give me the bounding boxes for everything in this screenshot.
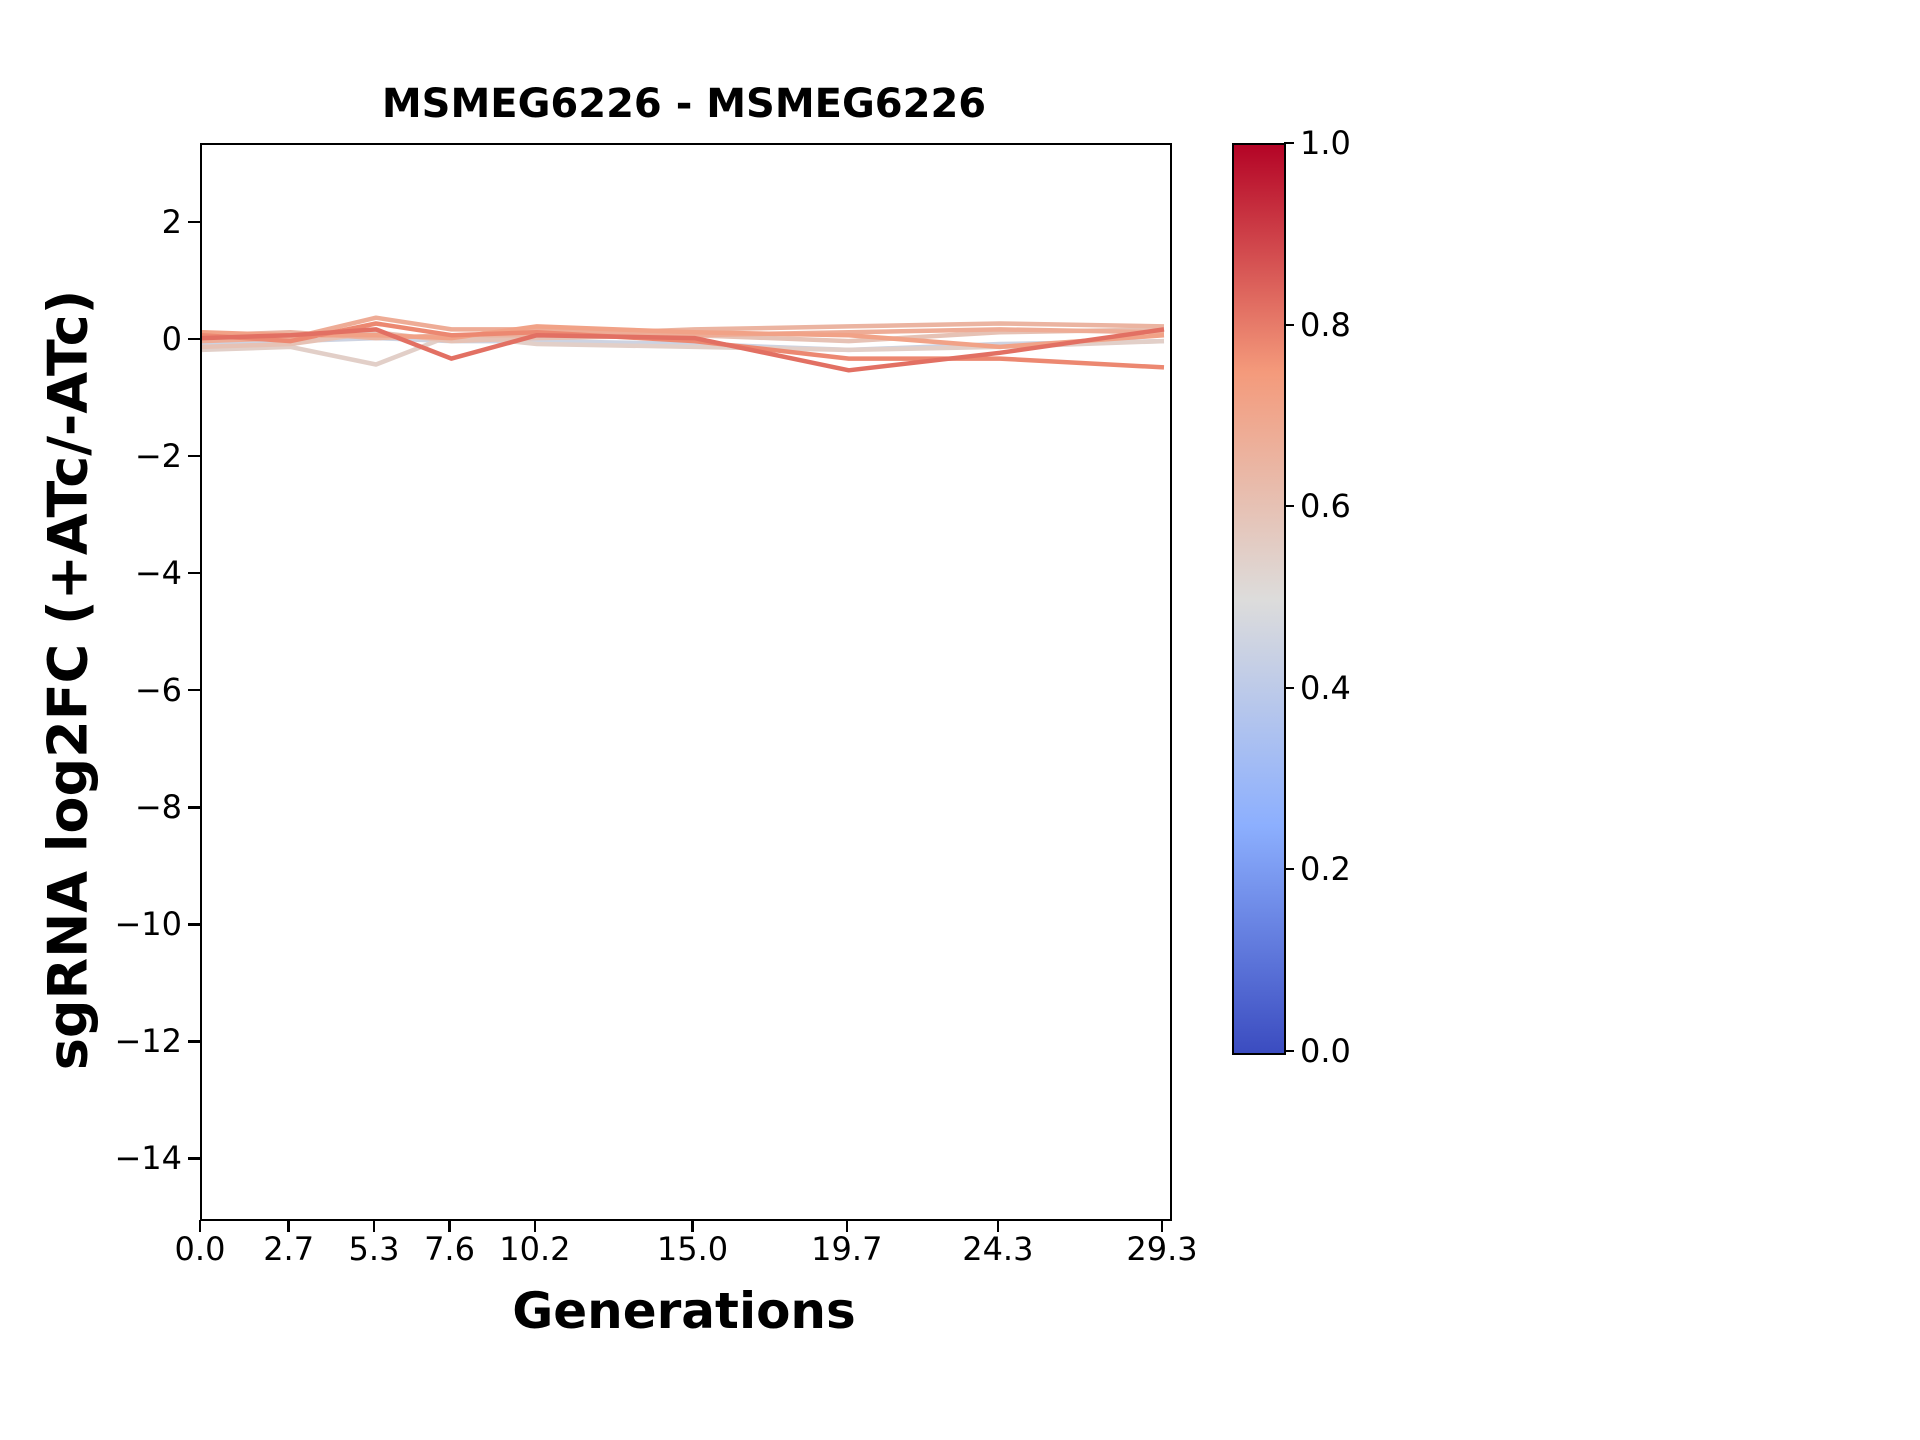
x-tick-label: 24.3 (962, 1230, 1034, 1268)
y-tick-label: −8 (134, 788, 182, 827)
colorbar-tick-mark (1284, 1050, 1294, 1052)
y-tick-mark (188, 454, 200, 458)
x-tick-mark (287, 1219, 290, 1232)
series-line-sgRNA-8 (202, 327, 1165, 373)
x-tick-mark (691, 1219, 694, 1232)
x-tick-label: 0.0 (174, 1230, 226, 1268)
x-tick-mark (533, 1219, 537, 1232)
series-line-sgRNA-2 (202, 332, 1165, 367)
y-tick-mark (188, 806, 200, 809)
y-tick-label: −10 (114, 905, 182, 944)
colorbar-tick-label: 0.0 (1300, 1032, 1351, 1070)
colorbar-tick-mark (1284, 505, 1294, 508)
y-tick-label: −4 (134, 554, 182, 593)
x-tick-mark (448, 1219, 451, 1232)
y-tick-label: 2 (161, 203, 182, 241)
x-tick-label: 15.0 (656, 1230, 729, 1268)
x-tick-label: 10.2 (499, 1230, 571, 1268)
x-tick-mark (372, 1219, 376, 1232)
x-tick-mark (1160, 1219, 1164, 1232)
x-tick-mark (845, 1219, 849, 1232)
y-tick-mark (188, 220, 200, 224)
y-tick-label: −6 (134, 671, 182, 710)
series-line-sgRNA-3 (202, 327, 1165, 350)
colorbar-tick-label: 1.0 (1300, 124, 1351, 162)
x-tick-label: 7.6 (424, 1230, 475, 1268)
x-tick-label: 2.7 (263, 1230, 315, 1268)
y-tick-label: −2 (134, 437, 182, 476)
y-tick-mark (188, 571, 200, 575)
y-tick-mark (188, 923, 200, 926)
colorbar-tick-mark (1284, 142, 1294, 144)
y-tick-label: −14 (114, 1139, 182, 1178)
y-tick-mark (188, 1040, 200, 1043)
colorbar-tick-label: 0.2 (1300, 850, 1351, 889)
x-axis-label: Generations (512, 1282, 856, 1340)
x-tick-label: 5.3 (348, 1230, 400, 1268)
y-tick-mark (188, 1157, 200, 1160)
colorbar-tick-mark (1284, 686, 1294, 689)
y-tick-mark (188, 337, 200, 341)
x-tick-mark (198, 1219, 202, 1232)
colorbar-tick-label: 0.6 (1300, 487, 1351, 526)
chart-title: MSMEG6226 - MSMEG6226 (381, 81, 987, 127)
colorbar-tick-label: 0.8 (1300, 305, 1351, 344)
y-tick-label: −12 (114, 1022, 182, 1061)
colorbar-tick-mark (1284, 323, 1294, 326)
colorbar-tick-mark (1284, 868, 1294, 871)
plot-area (200, 143, 1172, 1221)
x-tick-label: 19.7 (811, 1230, 883, 1268)
y-tick-label: 0 (161, 320, 182, 359)
line-plot (202, 315, 1165, 373)
x-tick-label: 29.3 (1126, 1230, 1198, 1268)
colorbar (1232, 143, 1286, 1055)
x-tick-mark (996, 1219, 1000, 1232)
colorbar-tick-label: 0.4 (1300, 668, 1351, 707)
y-tick-mark (188, 688, 200, 692)
